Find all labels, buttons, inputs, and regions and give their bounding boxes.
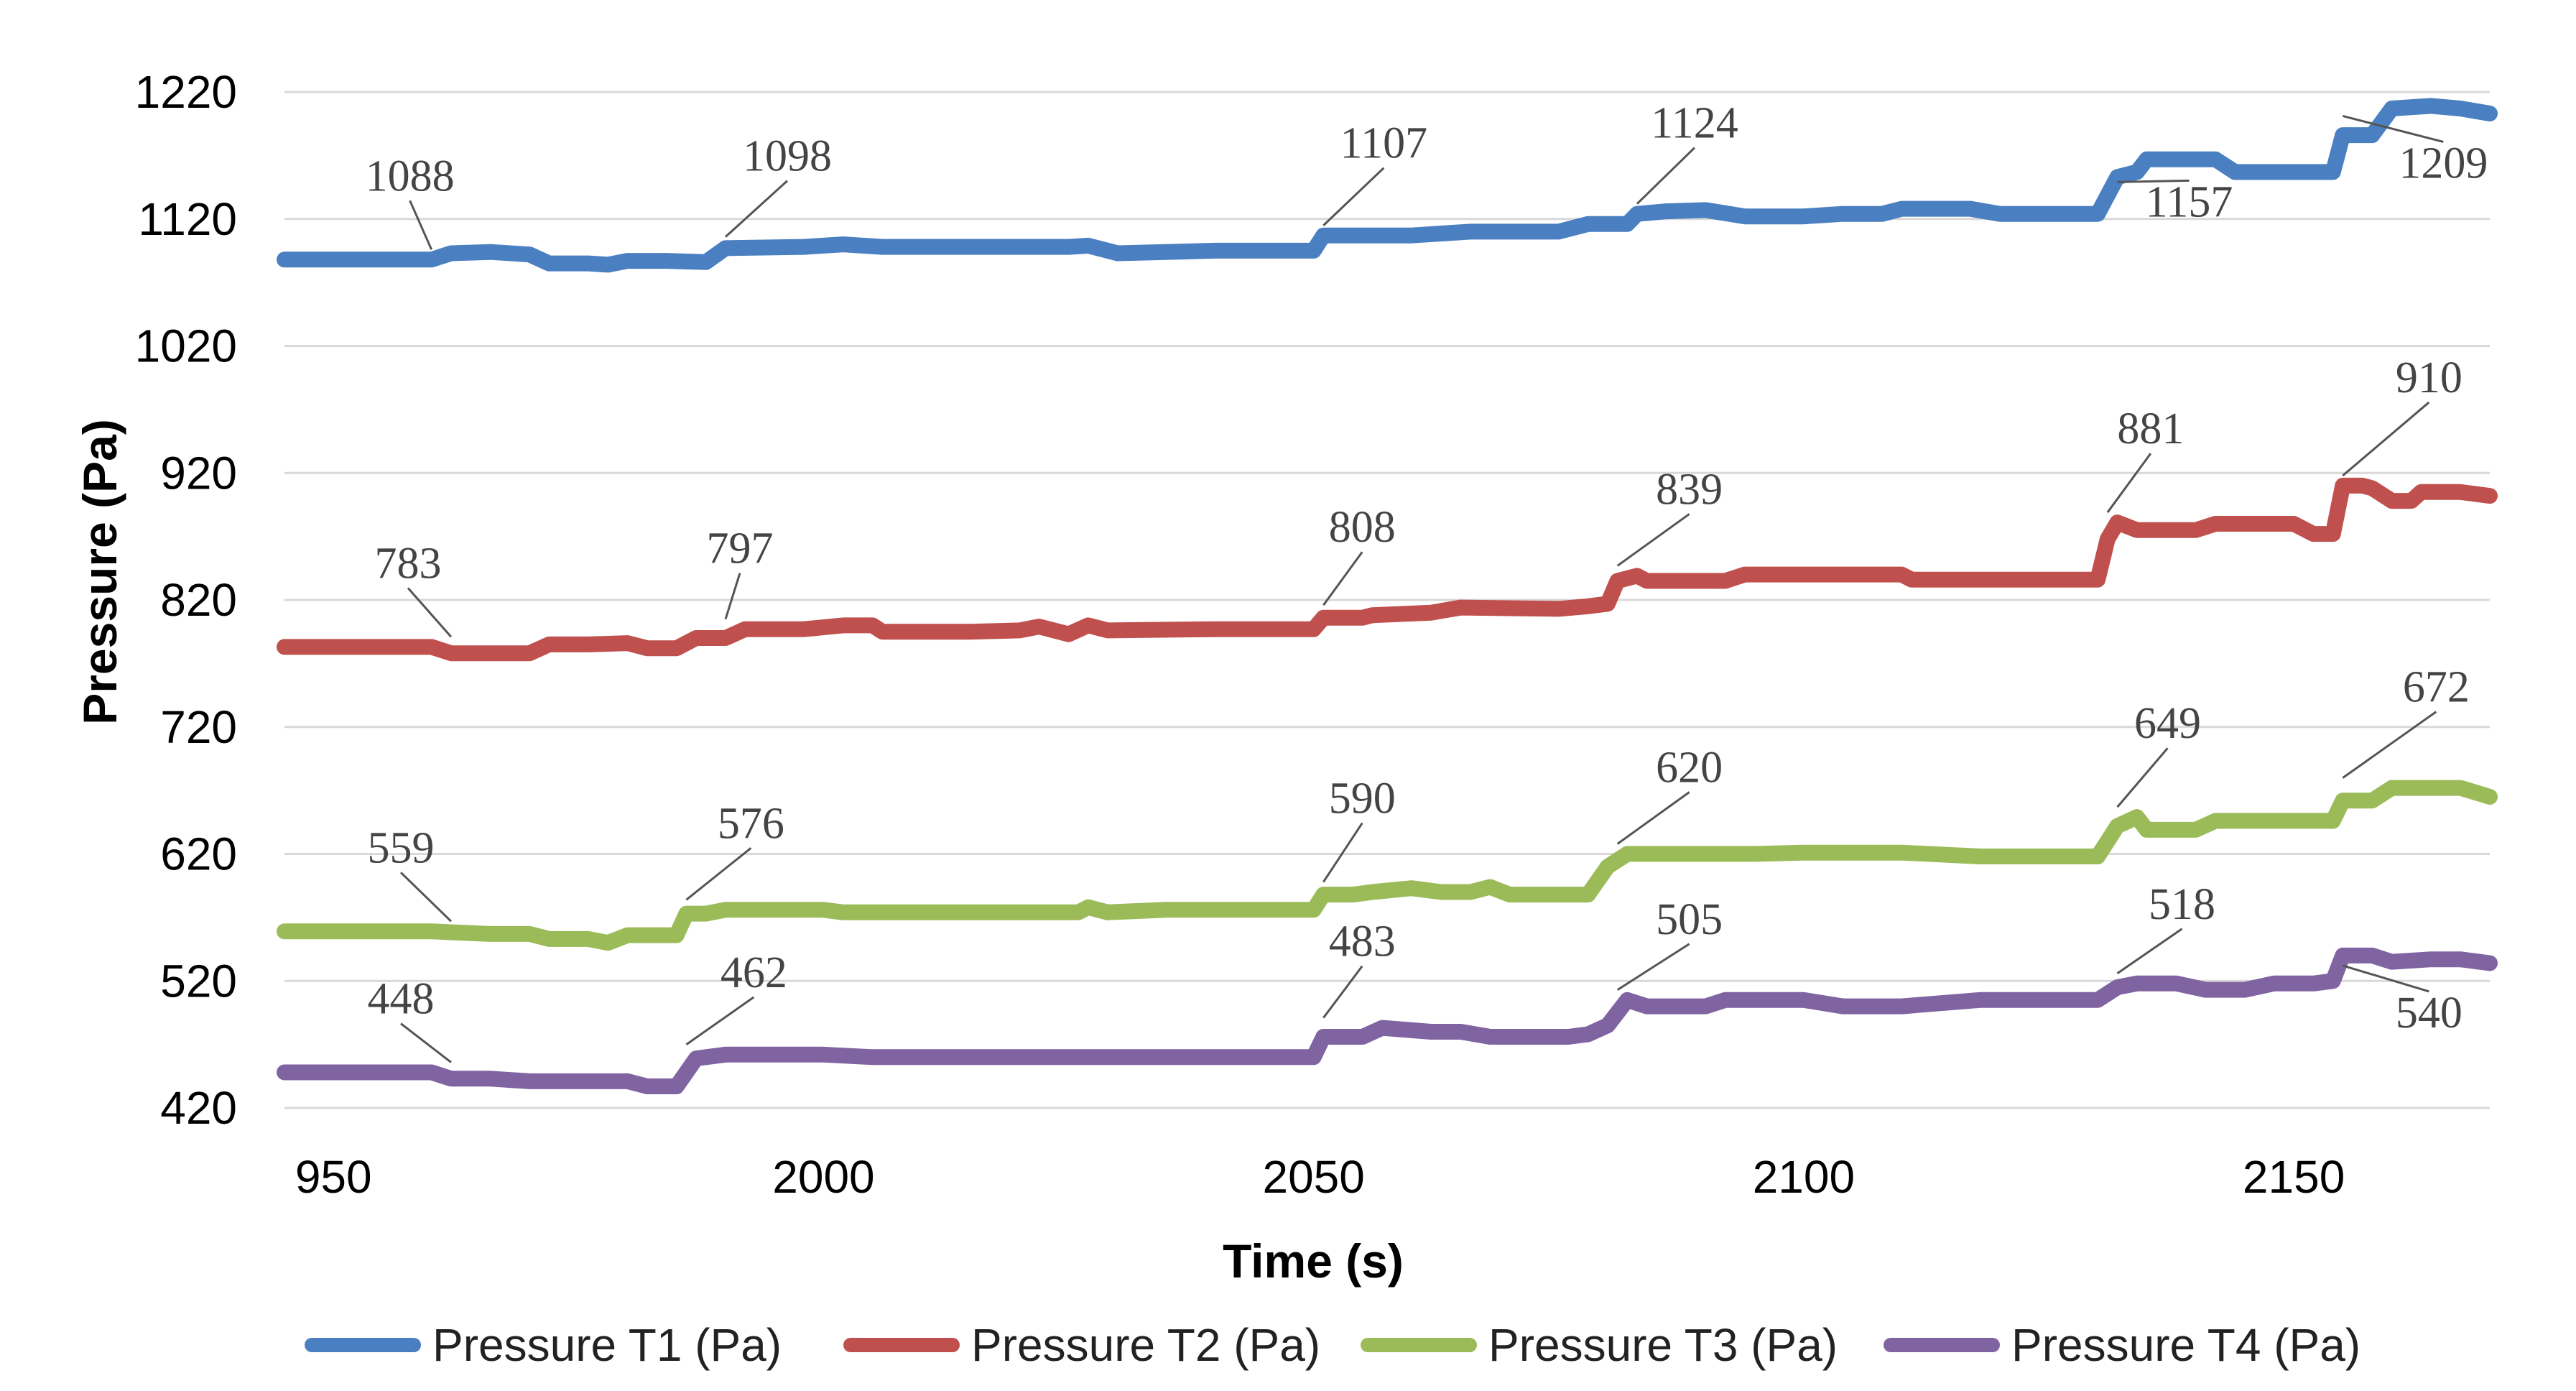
y-tick-920: 920 [160,447,237,499]
x-tick-2150: 2150 [2243,1151,2345,1203]
data-label-1157: 1157 [2146,177,2233,226]
series-line-t2 [277,477,2498,662]
data-label-620: 620 [1656,744,1723,792]
leader-line-797 [724,573,741,620]
leader-line-1124 [1636,147,1695,205]
data-label-483: 483 [1329,918,1396,966]
data-label-839: 839 [1656,465,1723,514]
leader-line-1098 [724,180,789,238]
data-label-1088: 1088 [366,152,455,200]
y-tick-labels: 1220 1120 1020 920 820 720 620 520 420 [135,66,237,1134]
data-label-559: 559 [367,823,434,872]
data-label-1124: 1124 [1651,99,1738,148]
data-label-540: 540 [2396,989,2463,1038]
y-tick-820: 820 [160,574,237,626]
legend-label-t1: Pressure T1 (Pa) [432,1319,782,1371]
data-label-462: 462 [721,948,787,997]
data-label-649: 649 [2134,699,2201,748]
leader-line-462 [685,996,755,1045]
legend-label-t3: Pressure T3 (Pa) [1488,1319,1838,1371]
leader-line-672 [2342,711,2437,779]
leader-line-881 [2106,453,2152,514]
data-label-576: 576 [718,799,784,848]
series-line-t4 [277,947,2498,1094]
data-label-590: 590 [1329,775,1396,823]
leader-line-1107 [1322,167,1385,226]
data-label-910: 910 [2396,353,2463,402]
data-label-1098: 1098 [743,132,832,181]
leader-line-808 [1322,551,1363,606]
x-axis-title: Time (s) [1223,1234,1404,1288]
x-tick-labels: 950 2000 2050 2100 2150 [295,1151,2345,1203]
data-label-881: 881 [2117,405,2184,453]
series-lines [277,98,2498,1094]
legend-label-t4: Pressure T4 (Pa) [2011,1319,2360,1371]
data-label-518: 518 [2149,880,2215,929]
x-tick-2000: 2000 [772,1151,874,1203]
legend-label-t2: Pressure T2 (Pa) [971,1319,1320,1371]
data-label-783: 783 [374,539,441,588]
data-label-672: 672 [2403,663,2470,712]
leader-line-1157 [2117,179,2190,183]
legend: Pressure T1 (Pa) Pressure T2 (Pa) Pressure… [305,1319,2360,1371]
leader-line-505 [1616,943,1690,992]
leader-line-620 [1616,791,1690,845]
leader-line-839 [1616,513,1690,567]
y-tick-1120: 1120 [138,193,237,245]
leader-line-783 [407,587,453,638]
series-line-t1 [277,98,2498,273]
x-tick-2100: 2100 [1753,1151,1855,1203]
data-label-1107: 1107 [1340,119,1427,168]
data-label-1209: 1209 [2399,139,2488,188]
data-label-448: 448 [367,975,434,1024]
leader-line-483 [1322,965,1363,1019]
y-tick-720: 720 [160,701,237,753]
gridlines [284,91,2490,1109]
leader-line-448 [400,1022,452,1063]
leader-line-1209 [2342,114,2444,143]
y-tick-420: 420 [160,1082,237,1134]
x-tick-2050: 2050 [1262,1151,1364,1203]
y-axis-title: Pressure (Pa) [73,419,126,725]
y-tick-1220: 1220 [135,66,237,118]
leader-line-649 [2116,747,2169,808]
y-tick-1020: 1020 [135,320,237,372]
leader-line-1088 [409,200,433,250]
x-tick-950: 950 [295,1151,372,1203]
series-line-t3 [277,780,2498,951]
leader-line-910 [2342,401,2430,477]
leader-line-559 [399,872,453,923]
data-label-505: 505 [1656,895,1723,944]
data-label-797: 797 [707,524,774,573]
y-tick-620: 620 [160,828,237,880]
leader-line-518 [2116,928,2183,975]
y-tick-520: 520 [160,955,237,1007]
data-labels: 1088 1098 1107 1124 1157 1209 783 797 808 839 881 9… [366,99,2488,1063]
data-label-808: 808 [1329,503,1396,552]
leader-line-540 [2342,964,2429,993]
leader-line-576 [685,847,752,901]
leader-line-590 [1322,822,1363,883]
